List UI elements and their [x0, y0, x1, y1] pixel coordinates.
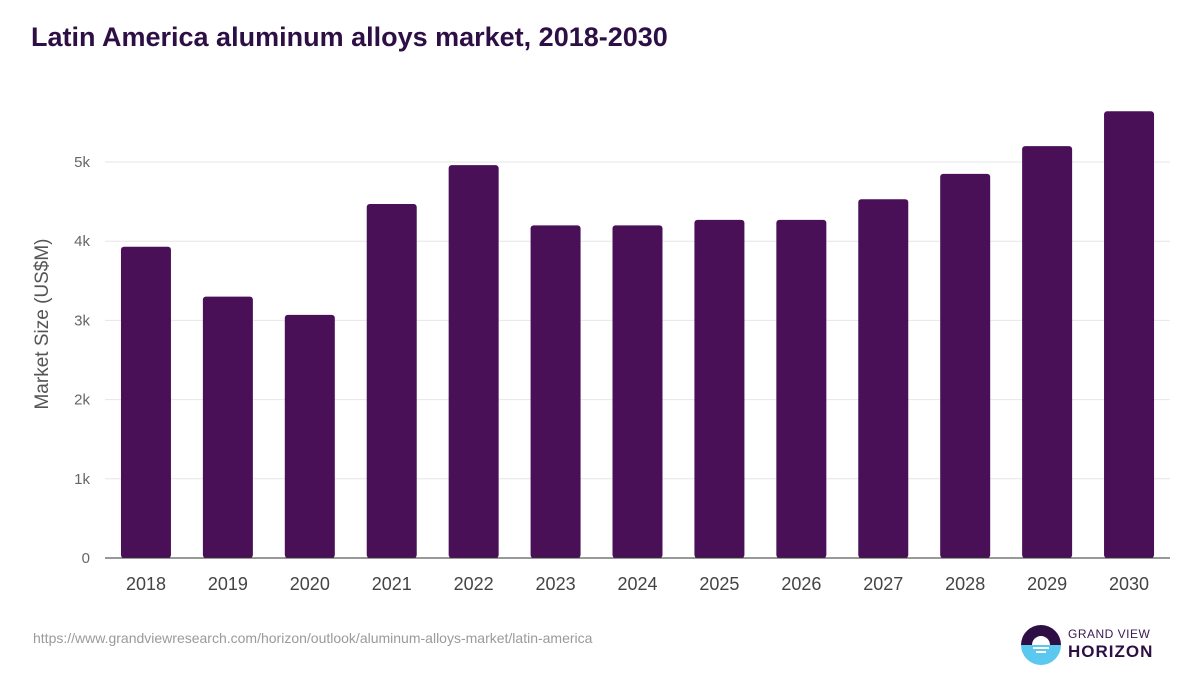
- grand-view-horizon-logo: GRAND VIEW HORIZON: [1020, 624, 1160, 666]
- bar-2020: [284, 314, 335, 558]
- bar-2026: [776, 219, 827, 559]
- y-tick-label: 4k: [74, 233, 90, 250]
- x-tick-label: 2026: [781, 574, 821, 594]
- y-tick-label: 5k: [74, 154, 90, 171]
- y-axis-label: Market Size (US$M): [32, 238, 53, 409]
- logo-line2: HORIZON: [1068, 642, 1154, 661]
- y-tick-label: 2k: [74, 392, 90, 409]
- x-tick-label: 2021: [372, 574, 412, 594]
- x-tick-label: 2025: [699, 574, 739, 594]
- x-tick-label: 2022: [454, 574, 494, 594]
- x-tick-label: 2023: [536, 574, 576, 594]
- y-tick-label: 0: [82, 550, 90, 567]
- y-tick-label: 1k: [74, 471, 90, 488]
- horizon-logo-icon: [1021, 625, 1061, 665]
- bar-2029: [1022, 146, 1073, 558]
- bar-2021: [366, 203, 417, 558]
- y-tick-label: 3k: [74, 312, 90, 329]
- bar-2030: [1104, 111, 1155, 558]
- x-tick-label: 2024: [617, 574, 657, 594]
- bar-2023: [530, 225, 581, 559]
- x-tick-label: 2018: [126, 574, 166, 594]
- bar-2022: [448, 165, 499, 558]
- bar-2019: [202, 296, 253, 558]
- x-tick-label: 2027: [863, 574, 903, 594]
- bar-2028: [940, 173, 991, 558]
- x-tick-label: 2019: [208, 574, 248, 594]
- x-tick-label: 2030: [1109, 574, 1149, 594]
- bar-2027: [858, 199, 909, 558]
- logo-line1: GRAND VIEW: [1068, 627, 1151, 641]
- bar-2018: [120, 246, 171, 558]
- x-tick-label: 2028: [945, 574, 985, 594]
- bar-2024: [612, 225, 663, 559]
- chart-title: Latin America aluminum alloys market, 20…: [31, 22, 668, 52]
- source-url[interactable]: https://www.grandviewresearch.com/horizo…: [33, 630, 593, 646]
- x-tick-label: 2020: [290, 574, 330, 594]
- bar-2025: [694, 219, 745, 559]
- x-tick-label: 2029: [1027, 574, 1067, 594]
